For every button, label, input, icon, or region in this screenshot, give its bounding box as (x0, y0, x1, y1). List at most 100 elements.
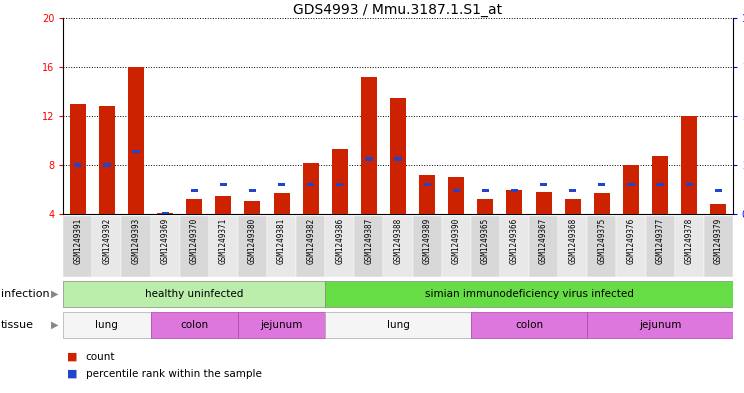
Bar (442, 216, 471, 277)
Text: GSM1249367: GSM1249367 (539, 218, 548, 264)
Text: jejunum: jejunum (260, 320, 303, 330)
Text: GSM1249388: GSM1249388 (394, 218, 403, 264)
Bar (325, 216, 354, 277)
Text: ■: ■ (67, 369, 77, 379)
Text: GSM1249371: GSM1249371 (219, 218, 228, 264)
Text: tissue: tissue (1, 320, 33, 330)
Bar (332, 149, 348, 214)
Bar (219, 183, 227, 186)
Bar (63, 281, 325, 307)
Text: colon: colon (515, 320, 543, 330)
Bar (132, 150, 140, 153)
Title: GDS4993 / Mmu.3187.1.S1_at: GDS4993 / Mmu.3187.1.S1_at (293, 3, 503, 17)
Bar (249, 189, 256, 192)
Text: GSM1249369: GSM1249369 (161, 218, 170, 264)
Bar (478, 199, 493, 214)
Bar (394, 158, 402, 161)
Bar (627, 183, 635, 186)
Bar (594, 193, 610, 214)
Bar (616, 216, 646, 277)
Bar (675, 216, 704, 277)
Bar (448, 177, 464, 214)
Bar (361, 77, 377, 214)
Bar (150, 216, 180, 277)
Bar (383, 216, 413, 277)
Bar (278, 183, 285, 186)
Bar (267, 216, 296, 277)
Bar (325, 281, 733, 307)
Bar (536, 192, 551, 214)
Bar (646, 216, 675, 277)
Text: GSM1249381: GSM1249381 (277, 218, 286, 264)
Bar (161, 213, 169, 216)
Text: GSM1249370: GSM1249370 (190, 218, 199, 264)
Bar (507, 189, 522, 214)
Bar (128, 67, 144, 214)
Bar (209, 216, 238, 277)
Bar (103, 163, 111, 167)
Text: jejunum: jejunum (639, 320, 682, 330)
Text: GSM1249379: GSM1249379 (713, 218, 722, 264)
Bar (565, 199, 581, 214)
Bar (471, 312, 587, 338)
Bar (656, 183, 664, 186)
Bar (190, 189, 198, 192)
Text: GSM1249382: GSM1249382 (307, 218, 315, 264)
Bar (99, 106, 115, 214)
Text: GSM1249389: GSM1249389 (423, 218, 432, 264)
Bar (558, 216, 587, 277)
Text: percentile rank within the sample: percentile rank within the sample (86, 369, 261, 379)
Bar (452, 189, 460, 192)
Text: GSM1249365: GSM1249365 (481, 218, 490, 264)
Bar (652, 156, 668, 214)
Text: GSM1249366: GSM1249366 (510, 218, 519, 264)
Text: GSM1249377: GSM1249377 (655, 218, 664, 264)
Bar (238, 312, 325, 338)
Text: GSM1249390: GSM1249390 (452, 218, 461, 264)
Bar (336, 183, 344, 186)
Text: GSM1249386: GSM1249386 (336, 218, 344, 264)
Text: GSM1249391: GSM1249391 (74, 218, 83, 264)
Text: GSM1249376: GSM1249376 (626, 218, 635, 264)
Bar (419, 175, 435, 214)
Text: GSM1249380: GSM1249380 (248, 218, 257, 264)
Bar (238, 216, 267, 277)
Bar (245, 201, 260, 214)
Bar (70, 104, 86, 214)
Bar (685, 183, 693, 186)
Text: GSM1249368: GSM1249368 (568, 218, 577, 264)
Bar (423, 183, 431, 186)
Bar (157, 213, 173, 214)
Bar (471, 216, 500, 277)
Bar (303, 163, 318, 214)
Bar (365, 158, 373, 161)
Bar (413, 216, 442, 277)
Text: infection: infection (1, 289, 49, 299)
Bar (540, 183, 547, 186)
Bar (74, 163, 81, 167)
Bar (511, 189, 518, 192)
Bar (307, 183, 314, 186)
Bar (587, 216, 616, 277)
Bar (715, 189, 722, 192)
Text: simian immunodeficiency virus infected: simian immunodeficiency virus infected (425, 289, 633, 299)
Bar (296, 216, 325, 277)
Bar (180, 216, 209, 277)
Bar (215, 196, 231, 214)
Text: GSM1249392: GSM1249392 (103, 218, 112, 264)
Text: colon: colon (180, 320, 208, 330)
Text: lung: lung (95, 320, 118, 330)
Bar (121, 216, 150, 277)
Text: healthy uninfected: healthy uninfected (145, 289, 243, 299)
Text: count: count (86, 352, 115, 362)
Text: lung: lung (387, 320, 409, 330)
Bar (704, 216, 733, 277)
Bar (274, 193, 289, 214)
Bar (682, 116, 697, 214)
Bar (587, 312, 733, 338)
Bar (569, 189, 577, 192)
Bar (390, 97, 406, 214)
Text: ■: ■ (67, 352, 77, 362)
Bar (529, 216, 558, 277)
Text: GSM1249375: GSM1249375 (597, 218, 606, 264)
